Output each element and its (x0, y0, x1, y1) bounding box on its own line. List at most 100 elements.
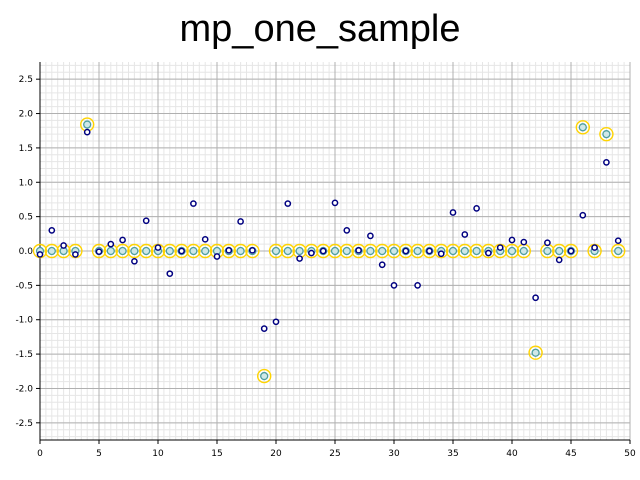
highlight-ring (575, 120, 590, 135)
sample-point (378, 261, 386, 269)
sample-point (272, 318, 280, 326)
reconstruction-point (472, 246, 481, 256)
sample-point (414, 282, 421, 289)
highlight-ring (174, 243, 189, 259)
sample-point (485, 249, 492, 257)
highlight-ring (327, 243, 343, 259)
highlight-ring (563, 243, 579, 259)
sample-point (83, 128, 91, 136)
sample-point (355, 246, 362, 254)
x-tick-label: 10 (152, 449, 164, 459)
sample-point (603, 158, 610, 166)
highlight-ring (197, 243, 213, 259)
sample-point (614, 237, 622, 245)
sample-point (496, 244, 504, 251)
sample-point (449, 209, 457, 216)
highlight-ring (398, 243, 413, 259)
sample-point (237, 218, 244, 225)
sample-point (249, 246, 256, 254)
highlight-ring (221, 243, 237, 259)
sample-point (107, 240, 115, 248)
sample-point (213, 253, 221, 260)
reconstruction-point (330, 246, 340, 256)
sample-point (190, 200, 197, 207)
reconstruction-point (236, 246, 245, 256)
reconstruction-point (165, 246, 174, 256)
reconstruction-point (448, 246, 458, 256)
y-tick-label: 2.0 (19, 110, 34, 120)
x-tick-label: 40 (506, 449, 518, 459)
reconstruction-point (378, 246, 387, 256)
reconstruction-point (83, 120, 92, 129)
highlight-ring (127, 243, 142, 259)
y-tick-label: 2.5 (19, 75, 33, 85)
sample-point (426, 247, 433, 255)
sample-point (544, 239, 551, 247)
reconstruction-point (118, 246, 127, 256)
highlight-ring (481, 243, 496, 259)
sample-point (72, 251, 79, 258)
highlight-ring (504, 243, 520, 259)
highlight-ring (257, 368, 272, 384)
reconstruction-point (389, 246, 399, 256)
sample-point (532, 294, 539, 302)
highlight-ring (434, 243, 449, 259)
sample-point (308, 249, 315, 257)
highlight-ring (363, 243, 378, 259)
highlight-ring (245, 243, 260, 259)
data-marks (32, 117, 626, 384)
highlight-ring (386, 243, 402, 259)
highlight-ring (457, 243, 472, 259)
chart-title: mp_one_sample (179, 8, 461, 50)
highlight-ring (91, 243, 107, 259)
highlight-ring (268, 243, 284, 259)
sample-point (95, 248, 103, 256)
y-tick-label: 0.0 (19, 247, 34, 257)
reconstruction-point (295, 246, 304, 256)
sample-point (555, 256, 563, 264)
y-tick-label: 0.5 (19, 213, 33, 223)
x-tick-label: 5 (96, 449, 102, 459)
sample-point (508, 236, 516, 244)
sample-point (579, 211, 587, 219)
y-tick-label: -0.5 (15, 281, 33, 291)
reconstruction-point (142, 246, 151, 256)
highlight-ring (445, 243, 461, 259)
reconstruction-point (602, 130, 611, 139)
sample-point (402, 247, 410, 255)
sample-point (225, 246, 233, 254)
highlight-ring (316, 243, 331, 259)
reconstruction-point (578, 123, 587, 132)
highlight-ring (138, 243, 154, 259)
sample-point (343, 227, 351, 234)
x-tick-label: 30 (388, 449, 400, 459)
sample-point (142, 217, 150, 225)
tick-labels: 0 5 10 15 20 25 30 35 40 45 50 2.5 2.0 1.5 1.0 0.5 0.0 -0… (15, 75, 636, 459)
highlight-ring (611, 243, 626, 259)
reconstruction-point (201, 246, 210, 256)
sample-point (567, 247, 575, 255)
sample-point (473, 205, 480, 212)
x-tick-label: 35 (447, 449, 458, 459)
sample-point (331, 199, 339, 207)
sample-point (390, 282, 398, 289)
y-tick-label: -2.0 (15, 384, 33, 394)
highlight-ring (162, 243, 178, 259)
highlight-ring (304, 243, 319, 259)
sample-point (260, 325, 268, 333)
sample-point (437, 250, 445, 258)
y-tick-label: -1.0 (15, 316, 33, 326)
highlight-ring (410, 243, 425, 259)
sample-point (48, 227, 56, 234)
reconstruction-point (555, 246, 564, 256)
y-tick-label: 1.0 (19, 178, 34, 188)
sample-point (119, 236, 126, 244)
reconstruction-point (614, 246, 623, 256)
sample-point (520, 238, 528, 246)
highlight-ring (422, 243, 437, 259)
sample-point (36, 251, 44, 258)
reconstruction-point (519, 246, 528, 256)
sample-point (131, 257, 138, 265)
x-tick-label: 15 (211, 449, 222, 459)
reconstruction-point (271, 246, 281, 256)
